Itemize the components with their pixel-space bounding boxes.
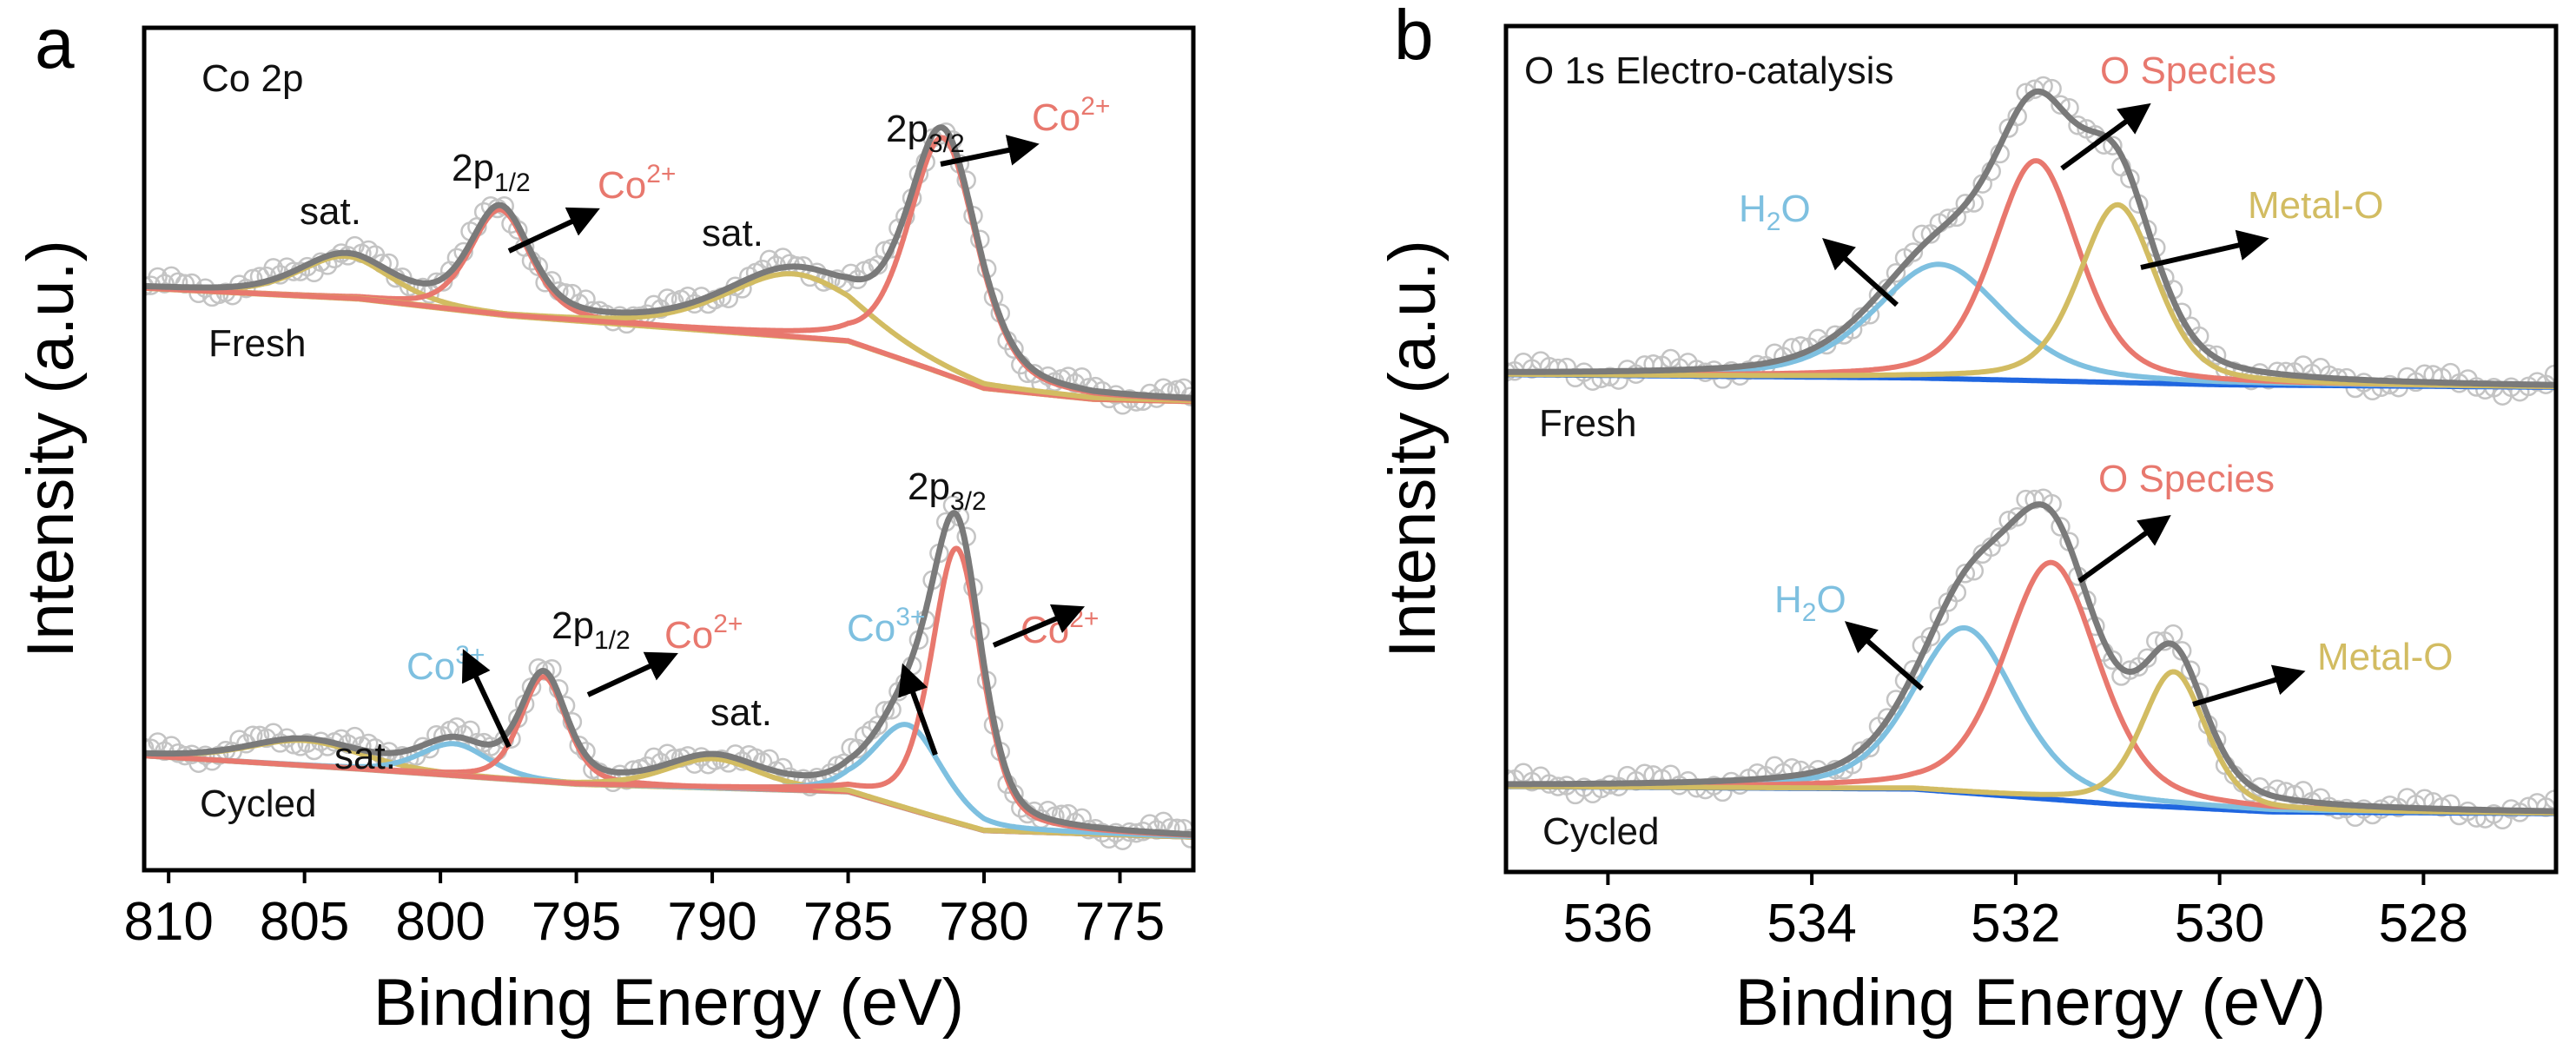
- x-tick-label: 528: [2379, 894, 2468, 954]
- o-species-label: O Species: [2098, 458, 2275, 500]
- data-point: [1946, 207, 1967, 228]
- data-point: [2051, 517, 2071, 537]
- sat-label: sat.: [710, 691, 772, 734]
- plot-frame-a: [142, 25, 1196, 873]
- component-metal-o: [1506, 669, 2556, 816]
- co3-label: Co3+: [406, 641, 485, 688]
- co2-label: Co2+: [598, 160, 676, 207]
- x-tick-label: 795: [532, 892, 621, 952]
- data-point: [1903, 242, 1924, 262]
- data-point: [2068, 116, 2088, 135]
- envelope-fresh: [144, 124, 1193, 401]
- panel-letter-a: a: [35, 4, 75, 83]
- data-point: [144, 737, 155, 758]
- arrow-icon: [461, 649, 512, 749]
- envelope-fresh: [1506, 88, 2556, 388]
- data-point: [1990, 527, 2010, 547]
- arrow-icon: [2060, 102, 2151, 171]
- x-tick-label: 790: [667, 892, 756, 952]
- arrow-icon: [507, 207, 600, 254]
- envelope-cycled: [1506, 501, 2556, 815]
- x-tick-label: 530: [2175, 894, 2264, 954]
- data-point: [1955, 194, 1976, 214]
- data-point: [2007, 506, 2027, 527]
- x-tick-label: 532: [1971, 894, 2060, 954]
- arrow-icon: [898, 663, 938, 756]
- plot-area-b: [1506, 76, 2556, 830]
- component-metal-o: [1506, 201, 2556, 389]
- y-axis-label-b: Intensity (a.u.): [1376, 240, 1450, 658]
- arrow-icon: [2077, 514, 2171, 584]
- peak-label-2p12: 2p1/2: [552, 604, 631, 655]
- arrow-icon: [1822, 237, 1899, 307]
- x-axis-label-b: Binding Energy (eV): [1735, 966, 2326, 1040]
- panel-letter-b: b: [1394, 0, 1434, 75]
- arrow-icon: [2140, 229, 2269, 270]
- co3-label: Co3+: [847, 603, 925, 650]
- data-point: [2051, 95, 2071, 115]
- peak-label-2p32: 2p3/2: [886, 108, 965, 158]
- plot-area-a: [144, 122, 1193, 850]
- x-axis-a: 810 805 800 795 790 785 780 775: [123, 870, 1165, 952]
- y-axis-label-a: Intensity (a.u.): [14, 240, 88, 658]
- arrow-icon: [1844, 621, 1924, 691]
- cycled-label-a: Cycled: [200, 783, 317, 825]
- x-tick-label: 805: [260, 892, 349, 952]
- x-axis-label-a: Binding Energy (eV): [373, 966, 964, 1040]
- peak-label-2p12: 2p1/2: [452, 147, 531, 197]
- data-point: [1920, 626, 1941, 647]
- fresh-label-b: Fresh: [1539, 402, 1636, 445]
- metal-o-label: Metal-O: [2317, 636, 2453, 678]
- h2o-label: H2O: [1774, 578, 1846, 627]
- x-tick-label: 800: [395, 892, 485, 952]
- x-tick-label: 785: [803, 892, 893, 952]
- arrow-icon: [992, 604, 1086, 648]
- data-point: [1929, 606, 1950, 626]
- h2o-label: H2O: [1739, 188, 1811, 236]
- peak-label-2p32: 2p3/2: [908, 466, 987, 516]
- arrow-icon: [940, 135, 1040, 167]
- panel-b: b 536 534 532 530 528 Binding Energy (eV) In…: [1376, 0, 2559, 1040]
- sat-label: sat.: [702, 212, 763, 254]
- data-point: [2103, 650, 2123, 670]
- arrow-icon: [586, 651, 678, 697]
- data-point: [1506, 769, 1516, 789]
- x-axis-b: 536 534 532 530 528: [1563, 872, 2468, 954]
- sat-label: sat.: [300, 190, 361, 233]
- metal-o-label: Metal-O: [2248, 184, 2383, 227]
- data-point: [1955, 564, 1976, 584]
- envelope-cycled: [144, 510, 1193, 838]
- x-tick-label: 810: [123, 892, 213, 952]
- fresh-label-a: Fresh: [208, 322, 306, 365]
- component-o-species: [1506, 559, 2556, 816]
- cycled-label-b: Cycled: [1542, 810, 1660, 853]
- data-point: [1938, 208, 1958, 228]
- x-tick-label: 536: [1563, 894, 1653, 954]
- data-point: [2284, 784, 2305, 805]
- arrow-icon: [2192, 664, 2306, 707]
- sat-label: sat.: [334, 735, 396, 777]
- x-tick-label: 775: [1075, 892, 1165, 952]
- panel-title-a: Co 2p: [201, 57, 303, 100]
- data-point: [2137, 648, 2157, 668]
- co2-label: Co2+: [664, 610, 743, 657]
- panel-a: a 810 805 800 795 790 785 780 775 Binding Energ…: [14, 4, 1196, 1040]
- x-tick-label: 780: [939, 892, 1028, 952]
- o-species-label: O Species: [2100, 50, 2276, 92]
- panel-title-b: O 1s Electro-catalysis: [1524, 50, 1893, 92]
- data-point: [1886, 263, 1906, 283]
- plot-frame-b: [1503, 23, 2559, 875]
- data-point: [2103, 135, 2123, 155]
- x-tick-label: 534: [1767, 894, 1856, 954]
- co2-label: Co2+: [1032, 92, 1110, 139]
